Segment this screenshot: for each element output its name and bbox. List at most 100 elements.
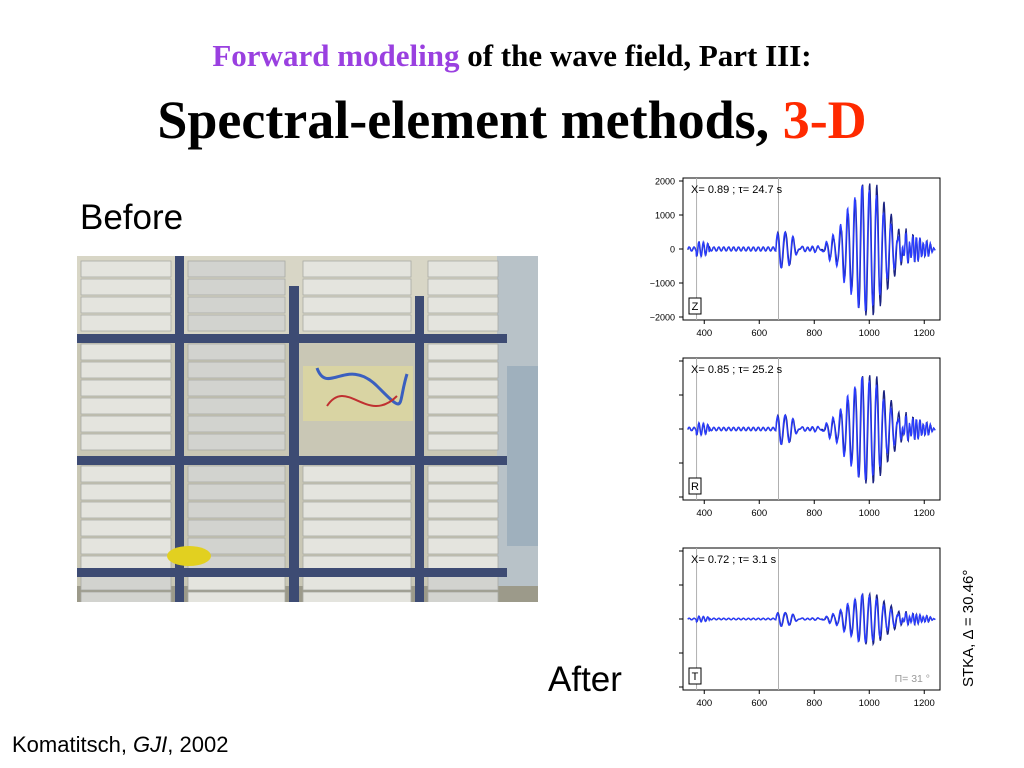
pc-case bbox=[187, 537, 286, 555]
component-box bbox=[688, 297, 702, 315]
pc-case bbox=[80, 415, 172, 433]
pc-case bbox=[427, 260, 499, 278]
citation: Komatitsch, GJI, 2002 bbox=[12, 732, 228, 758]
title-highlight-forward-modeling: Forward modeling bbox=[212, 38, 460, 73]
pc-case bbox=[302, 591, 412, 602]
pc-case bbox=[427, 379, 499, 397]
pc-case bbox=[302, 278, 412, 296]
pc-case bbox=[427, 361, 499, 379]
pc-case bbox=[427, 537, 499, 555]
x-tick-label: 1200 bbox=[914, 508, 935, 519]
pc-case bbox=[427, 519, 499, 537]
pc-case bbox=[80, 433, 172, 451]
x-tick-label: 1000 bbox=[859, 698, 880, 709]
pc-case bbox=[187, 501, 286, 519]
pc-case bbox=[80, 519, 172, 537]
pc-case bbox=[187, 379, 286, 397]
panel-header: X= 0.89 ; τ= 24.7 s bbox=[691, 184, 783, 196]
panel-header: X= 0.72 ; τ= 3.1 s bbox=[691, 554, 777, 566]
slide-title-line1: Forward modeling of the wave field, Part… bbox=[0, 38, 1024, 74]
pc-case bbox=[80, 591, 172, 602]
pc-case bbox=[187, 260, 286, 278]
citation-year: , 2002 bbox=[167, 732, 229, 757]
pc-case bbox=[80, 296, 172, 314]
title-highlight-3d: 3-D bbox=[782, 90, 867, 150]
panel-header: X= 0.85 ; τ= 25.2 s bbox=[691, 364, 783, 376]
title-line2-main: Spectral-element methods, bbox=[157, 90, 783, 150]
panel-extra-label: Π= 31 ° bbox=[895, 673, 930, 685]
pc-case bbox=[80, 278, 172, 296]
x-tick-label: 600 bbox=[751, 698, 767, 709]
x-tick-label: 1000 bbox=[859, 508, 880, 519]
component-label: Z bbox=[692, 301, 699, 313]
pc-case bbox=[80, 343, 172, 361]
pc-case bbox=[427, 397, 499, 415]
pc-case bbox=[427, 278, 499, 296]
component-box bbox=[688, 477, 702, 495]
pc-case bbox=[427, 343, 499, 361]
citation-author: Komatitsch, bbox=[12, 732, 134, 757]
pc-case bbox=[80, 483, 172, 501]
pc-case bbox=[302, 501, 412, 519]
x-tick-label: 400 bbox=[696, 698, 712, 709]
x-tick-label: 1200 bbox=[914, 698, 935, 709]
after-label: After bbox=[548, 660, 622, 699]
cluster-photo bbox=[77, 256, 538, 602]
pc-case bbox=[187, 433, 286, 451]
pc-case bbox=[187, 314, 286, 332]
pc-case bbox=[302, 519, 412, 537]
pc-case bbox=[427, 433, 499, 451]
pc-case bbox=[427, 501, 499, 519]
observed-trace bbox=[687, 376, 936, 481]
seismogram-panel-r: 400 600 800 1000 1200 X= 0.85 ; τ= 25.2 s R bbox=[679, 357, 941, 519]
x-tick-label: 1200 bbox=[914, 328, 935, 339]
station-label-text: STKA, Δ = 30.46° bbox=[960, 570, 977, 687]
pc-case bbox=[187, 519, 286, 537]
slide-title-line2: Spectral-element methods, 3-D bbox=[0, 88, 1024, 152]
title-line1-rest: of the wave field, Part III: bbox=[459, 38, 812, 73]
y-tick-label: 1000 bbox=[655, 211, 675, 221]
pc-case bbox=[427, 465, 499, 483]
x-tick-label: 800 bbox=[806, 508, 822, 519]
component-label: T bbox=[692, 671, 699, 683]
pc-case bbox=[302, 483, 412, 501]
pc-case bbox=[80, 501, 172, 519]
seismogram-panel-z: 2000 1000 0 −1000 −2000 400 600 800 1000 1200 X= 0… bbox=[650, 177, 941, 339]
before-label: Before bbox=[80, 198, 184, 237]
pc-case bbox=[187, 591, 286, 602]
pc-case bbox=[427, 483, 499, 501]
pc-case bbox=[427, 591, 499, 602]
component-box bbox=[688, 667, 702, 685]
component-label: R bbox=[691, 481, 699, 493]
pc-case bbox=[187, 465, 286, 483]
pc-case bbox=[427, 314, 499, 332]
x-tick-label: 600 bbox=[751, 508, 767, 519]
x-tick-label: 800 bbox=[806, 328, 822, 339]
x-tick-label: 400 bbox=[696, 328, 712, 339]
x-tick-label: 1000 bbox=[859, 328, 880, 339]
pc-case bbox=[80, 361, 172, 379]
pc-case bbox=[80, 465, 172, 483]
seismogram-panel-t: 400 600 800 1000 1200 X= 0.72 ; τ= 3.1 s T Π= 3… bbox=[679, 547, 941, 709]
pc-case bbox=[302, 260, 412, 278]
pc-case bbox=[80, 260, 172, 278]
pc-case bbox=[302, 537, 412, 555]
pc-case bbox=[427, 415, 499, 433]
pc-case bbox=[80, 379, 172, 397]
pc-case bbox=[187, 483, 286, 501]
observed-trace bbox=[687, 592, 936, 644]
station-label: STKA, Δ = 30.46° bbox=[960, 570, 977, 687]
x-tick-label: 400 bbox=[696, 508, 712, 519]
pc-case bbox=[302, 465, 412, 483]
x-tick-label: 800 bbox=[806, 698, 822, 709]
y-tick-label: 2000 bbox=[655, 177, 675, 187]
pc-case bbox=[187, 361, 286, 379]
observed-trace bbox=[687, 185, 936, 312]
pc-case bbox=[187, 278, 286, 296]
pc-case bbox=[80, 397, 172, 415]
pc-case bbox=[187, 397, 286, 415]
y-tick-label: 0 bbox=[670, 245, 675, 255]
pc-case bbox=[427, 296, 499, 314]
citation-journal: GJI bbox=[133, 732, 168, 757]
y-tick-label: −2000 bbox=[650, 313, 675, 323]
